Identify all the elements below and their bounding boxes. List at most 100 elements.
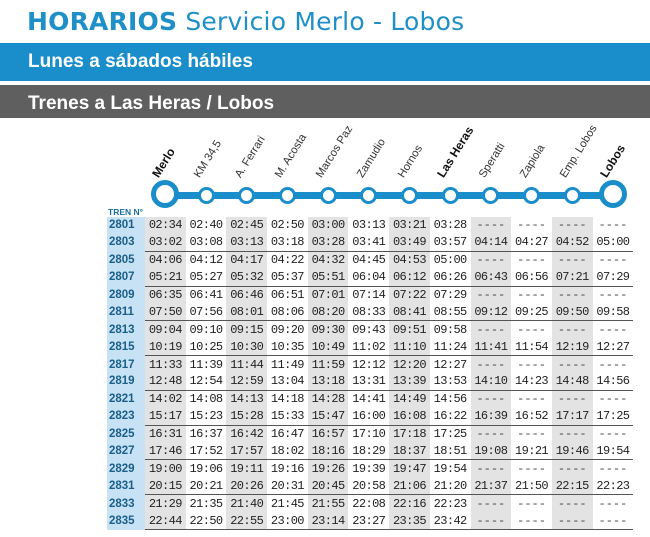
time-cell: 11:39 <box>189 357 224 372</box>
time-cell: 12:59 <box>226 373 268 391</box>
time-cell: 22:23 <box>592 477 634 496</box>
time-cell: 09:20 <box>270 322 305 337</box>
time-cell: 09:58 <box>433 322 468 337</box>
table-row: 2819 12:48 12:54 12:59 13:04 13:18 13:31 13:39 1… <box>107 373 634 391</box>
table-row: 2807 05:21 05:27 05:32 05:37 05:51 06:04 06:12 0… <box>107 268 634 287</box>
route-line <box>168 192 620 199</box>
time-cell: 10:19 <box>145 338 186 357</box>
title-service: Servicio Merlo - Lobos <box>185 7 465 36</box>
time-cell: 18:29 <box>348 442 390 461</box>
table-row: 2827 17:46 17:52 17:57 18:02 18:16 18:29 18:37 1… <box>107 442 634 461</box>
time-cell: 10:49 <box>307 338 349 357</box>
table-row: 2811 07:50 07:56 08:01 08:06 08:20 08:33 08:41 0… <box>107 303 634 322</box>
station-label: KM 34,5 <box>191 138 225 180</box>
time-cell: 14:48 <box>551 373 593 391</box>
time-cell: 05:00 <box>592 233 634 252</box>
time-cell: 06:43 <box>470 268 512 287</box>
time-cell: 09:58 <box>592 303 634 322</box>
station-label: Zamudio <box>354 136 388 180</box>
time-cell: 11:02 <box>348 338 390 357</box>
time-cell: 20:58 <box>348 477 390 496</box>
train-number: 2815 <box>107 338 145 357</box>
time-cell: 17:18 <box>389 425 430 443</box>
time-cell: 13:04 <box>267 373 308 391</box>
time-cell: 19:16 <box>270 461 305 476</box>
time-cell: 09:30 <box>307 320 349 339</box>
station-label: Marcos Paz <box>313 123 356 180</box>
time-cell: ---- <box>598 288 628 302</box>
time-cell: 03:02 <box>145 233 186 252</box>
time-cell: 23:35 <box>389 512 430 531</box>
train-number: 2809 <box>107 286 145 304</box>
table-row: 2821 14:02 14:08 14:13 14:18 14:28 14:41 14:49 1… <box>107 390 633 408</box>
time-cell: 11:10 <box>389 338 430 357</box>
time-cell: 16:00 <box>348 407 390 426</box>
time-cell: 07:22 <box>389 286 430 304</box>
station-label: Merlo <box>149 145 179 180</box>
station-label: A. Ferrari <box>232 134 268 180</box>
time-cell: 07:21 <box>551 268 593 287</box>
time-cell: 14:18 <box>270 392 305 407</box>
time-cell: ---- <box>470 286 512 304</box>
train-number: 2819 <box>107 373 145 391</box>
time-cell: 06:56 <box>511 268 552 287</box>
station-node <box>151 180 180 208</box>
time-cell: 03:49 <box>389 233 430 252</box>
time-cell: ---- <box>551 494 593 513</box>
time-cell: 12:48 <box>145 373 186 391</box>
time-cell: 19:47 <box>389 459 430 478</box>
train-number: 2813 <box>107 320 145 339</box>
time-cell: 12:54 <box>185 373 227 391</box>
direction-band: Trenes a Las Heras / Lobos <box>0 81 650 118</box>
time-cell: 14:49 <box>389 390 430 408</box>
time-cell: 04:14 <box>470 233 512 252</box>
table-row: 2823 15:17 15:23 15:28 15:33 15:47 16:00 16:08 1… <box>107 407 634 426</box>
time-cell: 09:12 <box>470 303 512 322</box>
time-cell: 08:06 <box>267 303 308 322</box>
time-cell: 16:39 <box>470 407 512 426</box>
table-row: 2815 10:19 10:25 10:30 10:35 10:49 11:02 11:10 1… <box>107 338 634 357</box>
time-cell: 04:22 <box>270 253 305 268</box>
time-cell: 19:21 <box>511 442 552 461</box>
time-cell: 20:21 <box>185 477 227 496</box>
time-cell: 05:21 <box>145 268 186 287</box>
time-cell: 16:57 <box>307 425 349 443</box>
train-number: 2821 <box>107 390 145 408</box>
station-label: Speratti <box>476 140 508 180</box>
time-cell: 12:27 <box>433 357 468 372</box>
time-cell: 13:18 <box>307 373 349 391</box>
time-cell: 11:33 <box>145 355 186 374</box>
time-cell: 17:52 <box>185 442 227 461</box>
time-cell: 10:25 <box>185 338 227 357</box>
table-row: 2835 22:44 22:50 22:55 23:00 23:14 23:27 23:35 2… <box>107 512 634 531</box>
title-bold: HORARIOS <box>27 7 178 36</box>
time-cell: 07:29 <box>433 288 468 302</box>
time-cell: 05:00 <box>433 253 468 268</box>
train-number: 2829 <box>107 459 145 478</box>
time-cell: 09:10 <box>189 322 224 337</box>
time-cell: 17:25 <box>433 427 468 442</box>
time-cell: ---- <box>551 459 593 478</box>
time-cell: 16:22 <box>429 407 471 426</box>
time-cell: ---- <box>551 512 593 531</box>
train-number: 2831 <box>107 477 145 496</box>
time-cell: 06:41 <box>189 288 224 302</box>
time-cell: ---- <box>551 320 593 339</box>
time-cell: 10:35 <box>267 338 308 357</box>
table-row: 2829 19:00 19:06 19:11 19:16 19:26 19:39 19:47 1… <box>107 459 633 478</box>
time-cell: 21:35 <box>189 496 224 511</box>
time-cell: ---- <box>592 512 634 531</box>
time-cell: 19:11 <box>226 459 268 478</box>
time-cell: 23:14 <box>307 512 349 531</box>
time-cell: 12:19 <box>551 338 593 357</box>
time-cell: ---- <box>470 217 512 234</box>
time-cell: ---- <box>470 390 512 408</box>
table-row: 2813 09:04 09:10 09:15 09:20 09:30 09:43 09:51 0… <box>107 320 633 339</box>
station-node <box>197 187 215 204</box>
time-cell: 04:17 <box>226 251 268 269</box>
time-cell: 22:55 <box>226 512 268 531</box>
station-node <box>238 187 256 204</box>
time-cell: 21:50 <box>511 477 552 496</box>
time-cell: 13:39 <box>389 373 430 391</box>
station-label: Emp. Lobos <box>558 123 600 180</box>
